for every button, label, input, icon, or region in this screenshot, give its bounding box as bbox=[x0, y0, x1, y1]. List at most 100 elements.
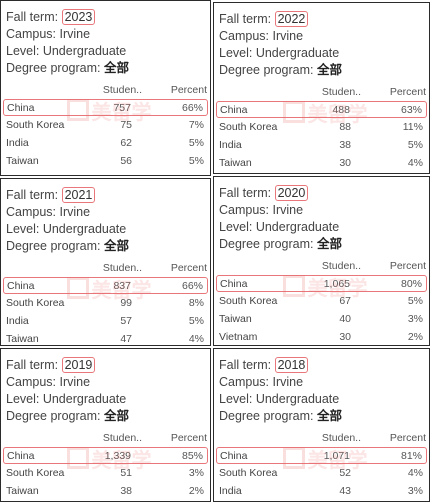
term-year[interactable]: 2019 bbox=[61, 357, 96, 373]
degree-line: Degree program: 全部 bbox=[219, 62, 342, 78]
country-cell: Taiwan bbox=[6, 485, 39, 497]
degree-label: Degree program: bbox=[219, 409, 317, 423]
column-header-percent[interactable]: Percent bbox=[170, 84, 207, 96]
level-line: Level: Undergraduate bbox=[6, 44, 127, 58]
percent-cell: 7% bbox=[188, 119, 204, 131]
degree-value: 全部 bbox=[103, 409, 129, 423]
term-year[interactable]: 2018 bbox=[274, 357, 309, 373]
column-header-percent[interactable]: Percent bbox=[170, 432, 207, 444]
percent-cell: 5% bbox=[188, 315, 204, 327]
table-row[interactable]: China 1,065 80% bbox=[216, 275, 427, 292]
term-panel-2023: Fall term: 2023 Campus: Irvine Level: Unde… bbox=[0, 0, 211, 176]
fall-term-label: Fall term: bbox=[6, 358, 62, 372]
term-year[interactable]: 2021 bbox=[61, 187, 96, 203]
table-row[interactable]: Taiwan 56 5% bbox=[3, 153, 208, 170]
level-line: Level: Undergraduate bbox=[6, 222, 127, 236]
column-header-percent[interactable]: Percent bbox=[389, 86, 426, 98]
table-row[interactable]: Taiwan 38 2% bbox=[3, 483, 208, 500]
percent-cell: 8% bbox=[188, 297, 204, 309]
table-row[interactable]: India 57 5% bbox=[3, 313, 208, 330]
percent-cell: 3% bbox=[188, 467, 204, 479]
percent-cell: 85% bbox=[181, 450, 203, 462]
table-row[interactable]: South Korea 51 3% bbox=[3, 465, 208, 482]
column-header-percent[interactable]: Percent bbox=[389, 260, 426, 272]
table-row[interactable]: Taiwan 47 4% bbox=[3, 331, 208, 345]
fall-term-line: Fall term: 2019 bbox=[6, 357, 96, 373]
column-header-students[interactable]: Studen.. bbox=[321, 86, 361, 98]
students-cell: 38 bbox=[120, 485, 132, 497]
country-cell: South Korea bbox=[6, 467, 65, 479]
percent-cell: 66% bbox=[181, 280, 203, 292]
table-row[interactable]: India 38 5% bbox=[216, 137, 427, 154]
campus-line: Campus: Irvine bbox=[6, 205, 91, 219]
students-cell: 88 bbox=[339, 121, 351, 133]
table-row[interactable]: India 62 5% bbox=[3, 135, 208, 152]
country-cell: China bbox=[220, 450, 248, 462]
degree-label: Degree program: bbox=[219, 237, 317, 251]
country-cell: India bbox=[6, 315, 29, 327]
term-panel-2020: Fall term: 2020 Campus: Irvine Level: Unde… bbox=[213, 176, 430, 346]
students-cell: 52 bbox=[339, 467, 351, 479]
degree-label: Degree program: bbox=[6, 61, 104, 75]
table-row[interactable]: China 1,339 85% bbox=[3, 447, 208, 464]
fall-term-label: Fall term: bbox=[6, 188, 62, 202]
fall-term-line: Fall term: 2023 bbox=[6, 9, 96, 25]
percent-cell: 81% bbox=[400, 450, 422, 462]
fall-term-line: Fall term: 2020 bbox=[219, 185, 309, 201]
term-year[interactable]: 2020 bbox=[274, 185, 309, 201]
table-row[interactable]: China 757 66% bbox=[3, 99, 208, 116]
percent-cell: 4% bbox=[407, 157, 423, 169]
table-row[interactable]: South Korea 52 4% bbox=[216, 465, 427, 482]
degree-value: 全部 bbox=[103, 61, 129, 75]
fall-term-line: Fall term: 2021 bbox=[6, 187, 96, 203]
country-cell: China bbox=[7, 280, 35, 292]
table-row[interactable]: China 1,071 81% bbox=[216, 447, 427, 464]
term-year[interactable]: 2022 bbox=[274, 11, 309, 27]
column-header-percent[interactable]: Percent bbox=[170, 262, 207, 274]
students-cell: 57 bbox=[120, 315, 132, 327]
campus-line: Campus: Irvine bbox=[6, 27, 91, 41]
students-cell: 51 bbox=[120, 467, 132, 479]
table-row[interactable]: South Korea 88 11% bbox=[216, 119, 427, 136]
percent-cell: 2% bbox=[407, 331, 423, 343]
table-row[interactable]: South Korea 99 8% bbox=[3, 295, 208, 312]
column-header-percent[interactable]: Percent bbox=[389, 432, 426, 444]
table-row[interactable]: India 43 3% bbox=[216, 483, 427, 500]
degree-line: Degree program: 全部 bbox=[6, 238, 129, 254]
column-header-students[interactable]: Studen.. bbox=[102, 432, 142, 444]
percent-cell: 11% bbox=[402, 121, 423, 133]
country-cell: Taiwan bbox=[219, 313, 252, 325]
table-row[interactable]: Taiwan 30 4% bbox=[216, 155, 427, 172]
degree-label: Degree program: bbox=[6, 239, 104, 253]
students-cell: 47 bbox=[120, 333, 132, 345]
percent-cell: 4% bbox=[407, 467, 423, 479]
campus-line: Campus: Irvine bbox=[219, 29, 304, 43]
table-row[interactable]: South Korea 75 7% bbox=[3, 117, 208, 134]
column-header-students[interactable]: Studen.. bbox=[102, 84, 142, 96]
column-header-students[interactable]: Studen.. bbox=[321, 432, 361, 444]
students-cell: 30 bbox=[339, 331, 351, 343]
column-header-students[interactable]: Studen.. bbox=[102, 262, 142, 274]
term-panel-2019: Fall term: 2019 Campus: Irvine Level: Unde… bbox=[0, 348, 211, 502]
fall-term-label: Fall term: bbox=[219, 186, 275, 200]
students-cell: 30 bbox=[339, 157, 351, 169]
students-cell: 75 bbox=[120, 119, 132, 131]
table-row[interactable]: Taiwan 40 3% bbox=[216, 311, 427, 328]
campus-line: Campus: Irvine bbox=[219, 203, 304, 217]
percent-cell: 80% bbox=[400, 278, 422, 290]
table-row[interactable]: Vietnam 30 2% bbox=[216, 329, 427, 345]
country-cell: South Korea bbox=[219, 295, 278, 307]
fall-term-label: Fall term: bbox=[6, 10, 62, 24]
term-panel-2018: Fall term: 2018 Campus: Irvine Level: Unde… bbox=[213, 348, 430, 502]
level-line: Level: Undergraduate bbox=[219, 46, 340, 60]
percent-cell: 5% bbox=[188, 137, 204, 149]
term-year[interactable]: 2023 bbox=[61, 9, 96, 25]
table-row[interactable]: China 488 63% bbox=[216, 101, 427, 118]
country-cell: Taiwan bbox=[219, 157, 252, 169]
degree-label: Degree program: bbox=[219, 63, 317, 77]
campus-line: Campus: Irvine bbox=[6, 375, 91, 389]
term-panel-2022: Fall term: 2022 Campus: Irvine Level: Unde… bbox=[213, 2, 430, 174]
table-row[interactable]: China 837 66% bbox=[3, 277, 208, 294]
column-header-students[interactable]: Studen.. bbox=[321, 260, 361, 272]
table-row[interactable]: South Korea 67 5% bbox=[216, 293, 427, 310]
